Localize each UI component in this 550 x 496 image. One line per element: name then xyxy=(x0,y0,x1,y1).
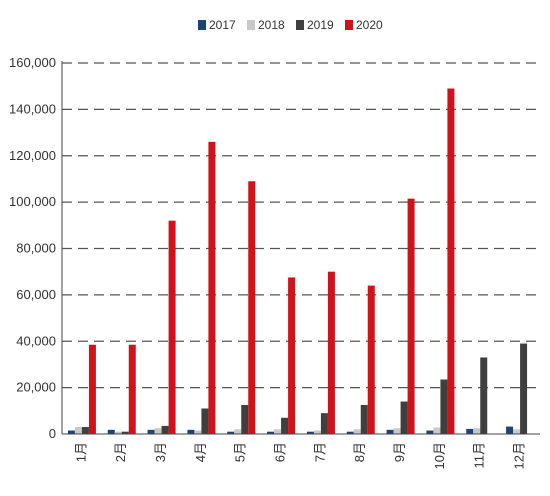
bar-2019-2 xyxy=(121,431,129,434)
y-tick-label: 20,000 xyxy=(16,380,56,395)
bars xyxy=(67,88,528,434)
bar-2020-5 xyxy=(248,181,256,434)
legend-swatch-2017 xyxy=(198,20,206,30)
bar-2018-6 xyxy=(274,429,282,434)
x-tick-label: 12月 xyxy=(512,442,527,469)
gridlines xyxy=(62,62,540,389)
x-tick-label: 1月 xyxy=(73,442,88,462)
bar-2019-11 xyxy=(480,357,488,434)
legend-label-2020: 2020 xyxy=(356,18,383,32)
bar-2019-8 xyxy=(360,405,368,434)
y-tick-label: 80,000 xyxy=(16,241,56,256)
y-tick-label: 40,000 xyxy=(16,333,56,348)
bar-2020-8 xyxy=(367,285,375,434)
bar-2019-4 xyxy=(201,408,209,434)
bar-2019-9 xyxy=(400,401,408,434)
bar-2017-5 xyxy=(227,431,235,434)
bar-2020-7 xyxy=(327,271,335,434)
bar-2017-6 xyxy=(267,431,275,434)
bar-2017-9 xyxy=(386,429,394,434)
bar-2018-11 xyxy=(473,428,481,434)
y-tick-label: 60,000 xyxy=(16,287,56,302)
bar-2017-4 xyxy=(187,429,195,434)
bar-2019-10 xyxy=(440,379,448,434)
x-tick-label: 2月 xyxy=(113,442,128,462)
y-axis-ticks: 0 20,000 40,000 60,000 80,000 100,000 120,000 1… xyxy=(9,55,56,441)
x-axis-ticks: 1月 2月 3月 4月 5月 6月 7月 8月 9月 10月 11月 12月 xyxy=(73,442,526,469)
x-tick-label: 11月 xyxy=(472,442,487,469)
x-tick-label: 4月 xyxy=(193,442,208,462)
bar-2020-1 xyxy=(88,344,96,434)
bar-2020-3 xyxy=(168,220,176,434)
x-tick-label: 3月 xyxy=(153,442,168,462)
bar-2019-12 xyxy=(520,343,528,434)
bar-2018-3 xyxy=(154,428,162,434)
x-tick-label: 5月 xyxy=(233,442,248,462)
bar-2018-4 xyxy=(194,430,202,434)
y-tick-label: 0 xyxy=(49,426,56,441)
x-tick-label: 8月 xyxy=(352,442,367,462)
bar-2020-10 xyxy=(447,88,455,434)
x-tick-label: 7月 xyxy=(312,442,327,462)
bar-2020-6 xyxy=(288,277,296,434)
bar-2019-5 xyxy=(241,405,249,434)
y-tick-label: 120,000 xyxy=(9,148,56,163)
bar-2017-10 xyxy=(426,430,434,434)
bar-2020-2 xyxy=(128,344,136,434)
bar-2019-7 xyxy=(320,413,328,434)
bar-2018-9 xyxy=(393,428,401,434)
bar-2019-3 xyxy=(161,425,169,434)
bar-2017-7 xyxy=(306,431,314,434)
bar-2017-3 xyxy=(147,429,155,434)
legend-swatch-2018 xyxy=(247,20,255,30)
axes xyxy=(61,61,540,435)
y-tick-label: 100,000 xyxy=(9,194,56,209)
legend: 2017 2018 2019 2020 xyxy=(198,18,383,32)
x-tick-label: 10月 xyxy=(432,442,447,469)
bar-2020-9 xyxy=(407,198,415,434)
bar-2020-4 xyxy=(208,141,216,434)
legend-swatch-2020 xyxy=(345,20,353,30)
x-tick-label: 6月 xyxy=(273,442,288,462)
y-tick-label: 160,000 xyxy=(9,55,56,70)
legend-label-2019: 2019 xyxy=(307,18,334,32)
x-tick-label: 9月 xyxy=(392,442,407,462)
bar-2018-2 xyxy=(114,431,122,434)
bar-2018-8 xyxy=(353,429,361,434)
bar-2018-12 xyxy=(513,429,521,434)
bar-2017-1 xyxy=(67,430,75,434)
y-tick-label: 140,000 xyxy=(9,101,56,116)
bar-2018-7 xyxy=(313,430,321,434)
bar-2018-5 xyxy=(234,429,242,434)
legend-label-2017: 2017 xyxy=(209,18,236,32)
bar-2017-8 xyxy=(346,431,354,434)
bar-2017-12 xyxy=(506,426,514,434)
bar-2017-11 xyxy=(466,428,474,434)
legend-swatch-2019 xyxy=(296,20,304,30)
bar-2018-1 xyxy=(74,427,82,434)
legend-label-2018: 2018 xyxy=(258,18,285,32)
bar-2019-1 xyxy=(81,427,89,434)
bar-2017-2 xyxy=(107,429,115,434)
bar-2018-10 xyxy=(433,427,441,434)
bar-2019-6 xyxy=(281,417,289,434)
